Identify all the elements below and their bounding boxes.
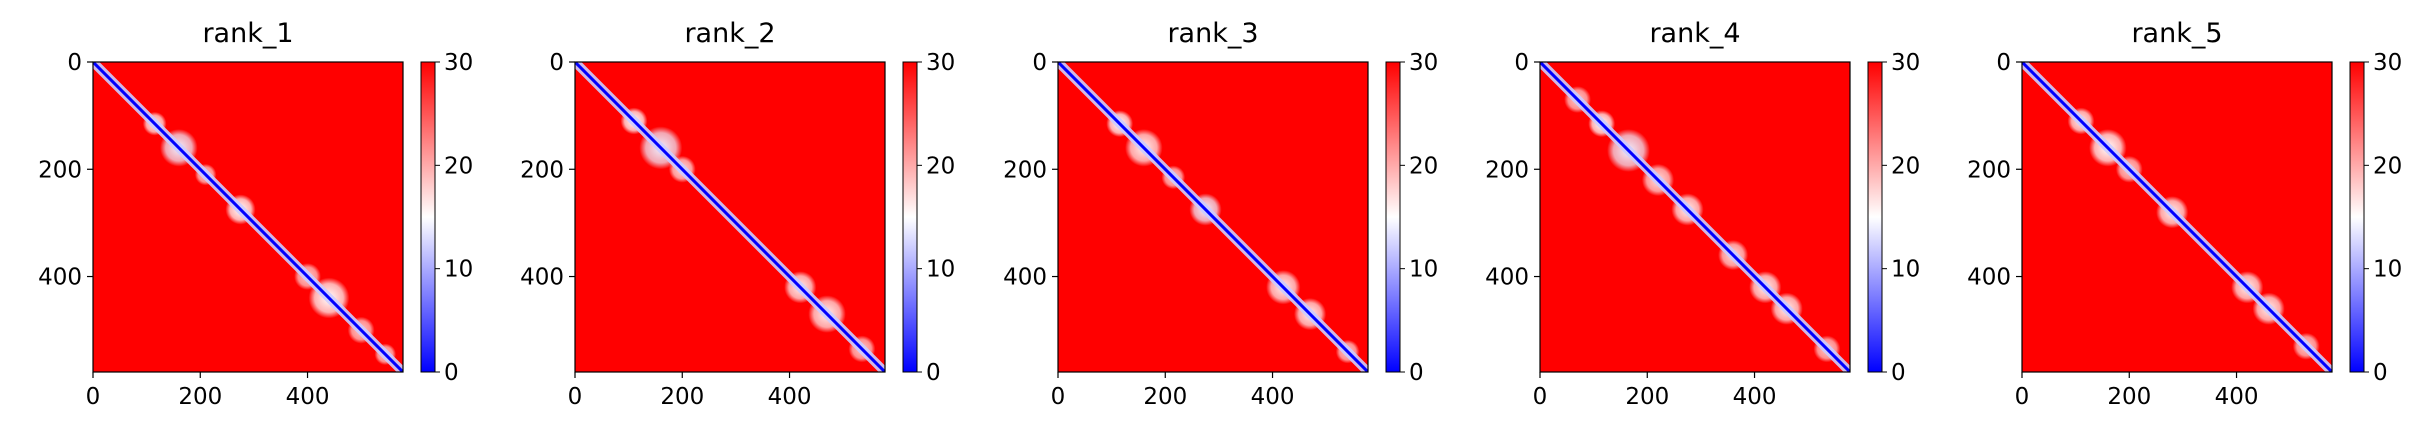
x-tick-label: 0 <box>86 384 101 410</box>
colorbar-tick-label: 0 <box>926 360 941 386</box>
heatmap-cells <box>2022 62 2332 372</box>
x-tick-label: 400 <box>2215 384 2259 410</box>
heatmap-panel-2: rank_2 0 200 400 0 200 400 0 10 20 30 <box>520 18 955 410</box>
colorbar-frame <box>1867 61 1883 373</box>
panel-title: rank_4 <box>1649 18 1740 49</box>
plot-frame <box>1539 61 1851 373</box>
heatmap-cells <box>1540 62 1850 372</box>
y-tick-label: 0 <box>549 50 564 76</box>
y-tick-label: 200 <box>1485 157 1529 183</box>
colorbar-tick-label: 0 <box>1409 360 1424 386</box>
colorbar-frame <box>902 61 918 373</box>
colorbar <box>421 62 435 372</box>
colorbar <box>1868 62 1882 372</box>
x-tick-label: 0 <box>2015 384 2030 410</box>
colorbar <box>903 62 917 372</box>
y-tick-label: 200 <box>1967 157 2011 183</box>
diagonal-line <box>1058 62 1368 372</box>
plot-frame <box>2021 61 2333 373</box>
plot-frame <box>92 61 404 373</box>
x-tick-label: 0 <box>1533 384 1548 410</box>
colorbar-tick-label: 10 <box>1409 257 1438 283</box>
x-tick-label: 400 <box>1251 384 1295 410</box>
colorbar-frame <box>2349 61 2365 373</box>
diagonal-line <box>2022 62 2332 372</box>
x-tick-label: 400 <box>1733 384 1777 410</box>
panel-title: rank_1 <box>202 18 293 49</box>
y-tick-label: 0 <box>1996 50 2011 76</box>
colorbar <box>1386 62 1400 372</box>
colorbar-frame <box>420 61 436 373</box>
colorbar <box>2350 62 2364 372</box>
x-tick-label: 200 <box>178 384 222 410</box>
colorbar-tick-label: 20 <box>926 153 955 179</box>
colorbar-tick-label: 10 <box>1891 257 1920 283</box>
plot-frame <box>574 61 886 373</box>
colorbar-tick-label: 0 <box>444 360 459 386</box>
heatmap-cells <box>1058 62 1368 372</box>
x-tick-label: 200 <box>1143 384 1187 410</box>
y-tick-label: 0 <box>1032 50 1047 76</box>
colorbar-tick-label: 30 <box>444 50 473 76</box>
colorbar-tick-label: 0 <box>2373 360 2388 386</box>
y-tick-label: 400 <box>1003 265 1047 291</box>
colorbar-tick-label: 20 <box>2373 153 2402 179</box>
colorbar-tick-label: 20 <box>1409 153 1438 179</box>
y-tick-label: 200 <box>1003 157 1047 183</box>
plot-frame <box>1057 61 1369 373</box>
x-tick-label: 0 <box>568 384 583 410</box>
colorbar-tick-label: 10 <box>926 257 955 283</box>
x-tick-label: 200 <box>1625 384 1669 410</box>
x-tick-label: 400 <box>286 384 330 410</box>
y-tick-label: 400 <box>38 265 82 291</box>
heatmap-panel-5: rank_5 0 200 400 0 200 400 0 10 20 30 <box>1967 18 2402 410</box>
colorbar-tick-label: 20 <box>444 153 473 179</box>
panel-title: rank_2 <box>684 18 775 49</box>
panel-title: rank_5 <box>2131 18 2222 49</box>
diagonal-line <box>1540 62 1850 372</box>
y-tick-label: 400 <box>1967 265 2011 291</box>
x-tick-label: 200 <box>660 384 704 410</box>
colorbar-tick-label: 10 <box>444 257 473 283</box>
colorbar-tick-label: 30 <box>1409 50 1438 76</box>
y-tick-label: 200 <box>520 157 564 183</box>
y-tick-label: 400 <box>1485 265 1529 291</box>
panel-title: rank_3 <box>1167 18 1258 49</box>
x-tick-label: 400 <box>768 384 812 410</box>
x-tick-label: 0 <box>1051 384 1066 410</box>
diagonal-line <box>575 62 885 372</box>
colorbar-tick-label: 10 <box>2373 257 2402 283</box>
heatmap-cells <box>575 62 885 372</box>
diagonal-line <box>93 62 403 372</box>
y-tick-label: 0 <box>67 50 82 76</box>
colorbar-frame <box>1385 61 1401 373</box>
y-tick-label: 0 <box>1514 50 1529 76</box>
colorbar-tick-label: 30 <box>2373 50 2402 76</box>
x-tick-label: 200 <box>2107 384 2151 410</box>
colorbar-tick-label: 0 <box>1891 360 1906 386</box>
heatmap-cells <box>93 62 403 372</box>
heatmap-panel-4: rank_4 0 200 400 0 200 400 0 10 20 30 <box>1485 18 1920 410</box>
heatmap-panel-1: rank_1 0 200 400 0 200 400 0 10 20 30 <box>38 18 473 410</box>
y-tick-label: 400 <box>520 265 564 291</box>
colorbar-tick-label: 30 <box>926 50 955 76</box>
heatmap-panel-3: rank_3 0 200 400 0 200 400 0 10 20 30 <box>1003 18 1438 410</box>
y-tick-label: 200 <box>38 157 82 183</box>
colorbar-tick-label: 20 <box>1891 153 1920 179</box>
colorbar-tick-label: 30 <box>1891 50 1920 76</box>
